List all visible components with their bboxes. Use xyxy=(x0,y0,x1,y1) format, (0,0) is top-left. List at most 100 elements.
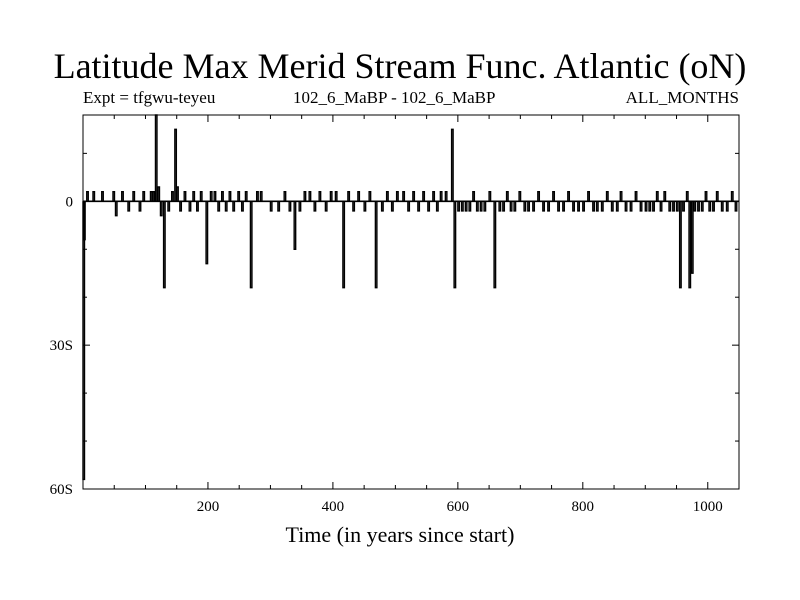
series-spike xyxy=(615,201,619,212)
series-spike xyxy=(402,191,406,202)
series-spike xyxy=(527,201,531,212)
series-spike xyxy=(712,201,715,212)
chart-title: Latitude Max Merid Stream Func. Atlantic… xyxy=(53,46,747,86)
series-spike xyxy=(352,201,356,212)
series-spike xyxy=(101,191,104,202)
series-spike xyxy=(138,201,142,212)
y-tick-label: 60S xyxy=(50,482,73,498)
series-spike xyxy=(92,191,96,202)
series-spike xyxy=(572,201,576,212)
y-tick-label: 0 xyxy=(66,194,74,210)
series-spike xyxy=(363,201,367,212)
series-spike xyxy=(562,201,566,212)
series-spike xyxy=(715,191,719,202)
series-spike xyxy=(390,201,394,212)
series-spike xyxy=(176,186,179,202)
series-spike xyxy=(308,191,312,202)
series-spike xyxy=(734,201,738,212)
series-spike xyxy=(663,191,667,202)
series-spike xyxy=(422,191,426,202)
series-spike xyxy=(547,201,551,212)
series-spike xyxy=(174,128,178,202)
series-spike xyxy=(228,191,232,202)
series-spike xyxy=(157,186,161,202)
series-spike xyxy=(114,201,118,217)
series-spike xyxy=(427,201,431,212)
series-spike xyxy=(557,201,561,212)
series-spike xyxy=(374,201,378,289)
series-spike xyxy=(142,191,146,202)
series-spike xyxy=(196,201,199,212)
series-spike xyxy=(269,201,273,212)
series-spike xyxy=(587,191,591,202)
series-spike xyxy=(152,191,156,202)
series-spike xyxy=(542,201,546,212)
series-spike xyxy=(127,201,131,212)
series-spike xyxy=(385,191,389,202)
series-spike xyxy=(324,201,328,212)
series-spike xyxy=(639,201,643,212)
series-spike xyxy=(444,191,448,202)
series-spike xyxy=(298,201,302,212)
series-spike xyxy=(479,201,483,212)
series-spike xyxy=(685,191,689,202)
series-spike xyxy=(412,191,416,202)
series-spike xyxy=(652,201,655,212)
series-spike xyxy=(368,191,372,202)
series-spike xyxy=(577,201,581,212)
series-spike xyxy=(600,201,604,212)
series-spike xyxy=(347,191,351,202)
series-spike xyxy=(232,201,236,212)
series-spike xyxy=(334,191,338,202)
series-spike xyxy=(523,201,527,212)
series-spike xyxy=(682,201,685,212)
series-spike xyxy=(730,191,734,202)
series-spike xyxy=(417,201,421,212)
series-spike xyxy=(483,201,487,212)
series-spike xyxy=(435,201,439,212)
period-label: 102_6_MaBP - 102_6_MaBP xyxy=(293,88,496,107)
months-label: ALL_MONTHS xyxy=(625,88,739,107)
series-spike xyxy=(112,191,116,202)
series-spike xyxy=(224,201,228,212)
y-tick-label: 30S xyxy=(50,338,73,354)
series-spike xyxy=(277,201,281,212)
series-spike xyxy=(213,191,217,202)
series-spike xyxy=(697,201,700,212)
series-spike xyxy=(450,128,454,202)
series-spike xyxy=(82,201,86,241)
series-spike xyxy=(464,201,468,212)
series-spike xyxy=(288,201,292,212)
series-spike xyxy=(183,191,187,202)
series-spike xyxy=(634,191,638,202)
series-spike xyxy=(605,191,609,202)
series-spike xyxy=(342,201,346,289)
series-spike xyxy=(162,201,166,289)
series-spike xyxy=(179,201,183,212)
experiment-label: Expt = tfgwu-teyeu xyxy=(83,88,216,107)
plot-frame xyxy=(82,114,740,490)
series-spike xyxy=(407,201,411,212)
x-tick-label: 1000 xyxy=(693,499,723,515)
series-spike xyxy=(457,201,461,212)
series-spike xyxy=(237,191,241,202)
series-spike xyxy=(644,201,648,212)
series-spike xyxy=(725,201,729,212)
series-spike xyxy=(313,201,317,212)
series-spike xyxy=(552,191,556,202)
series-spike xyxy=(154,114,158,202)
series-spike xyxy=(86,191,89,202)
series-spike xyxy=(255,191,259,202)
series-spike xyxy=(518,191,522,202)
series-spike xyxy=(678,201,682,289)
series-spike xyxy=(209,191,213,202)
x-tick-label: 800 xyxy=(572,499,595,515)
series-spike xyxy=(592,201,596,212)
series-spike xyxy=(240,201,244,212)
series-spike xyxy=(357,191,361,202)
series-spike xyxy=(303,191,307,202)
series-spike xyxy=(192,191,196,202)
series-spike xyxy=(502,201,506,212)
series-spike xyxy=(475,201,479,212)
